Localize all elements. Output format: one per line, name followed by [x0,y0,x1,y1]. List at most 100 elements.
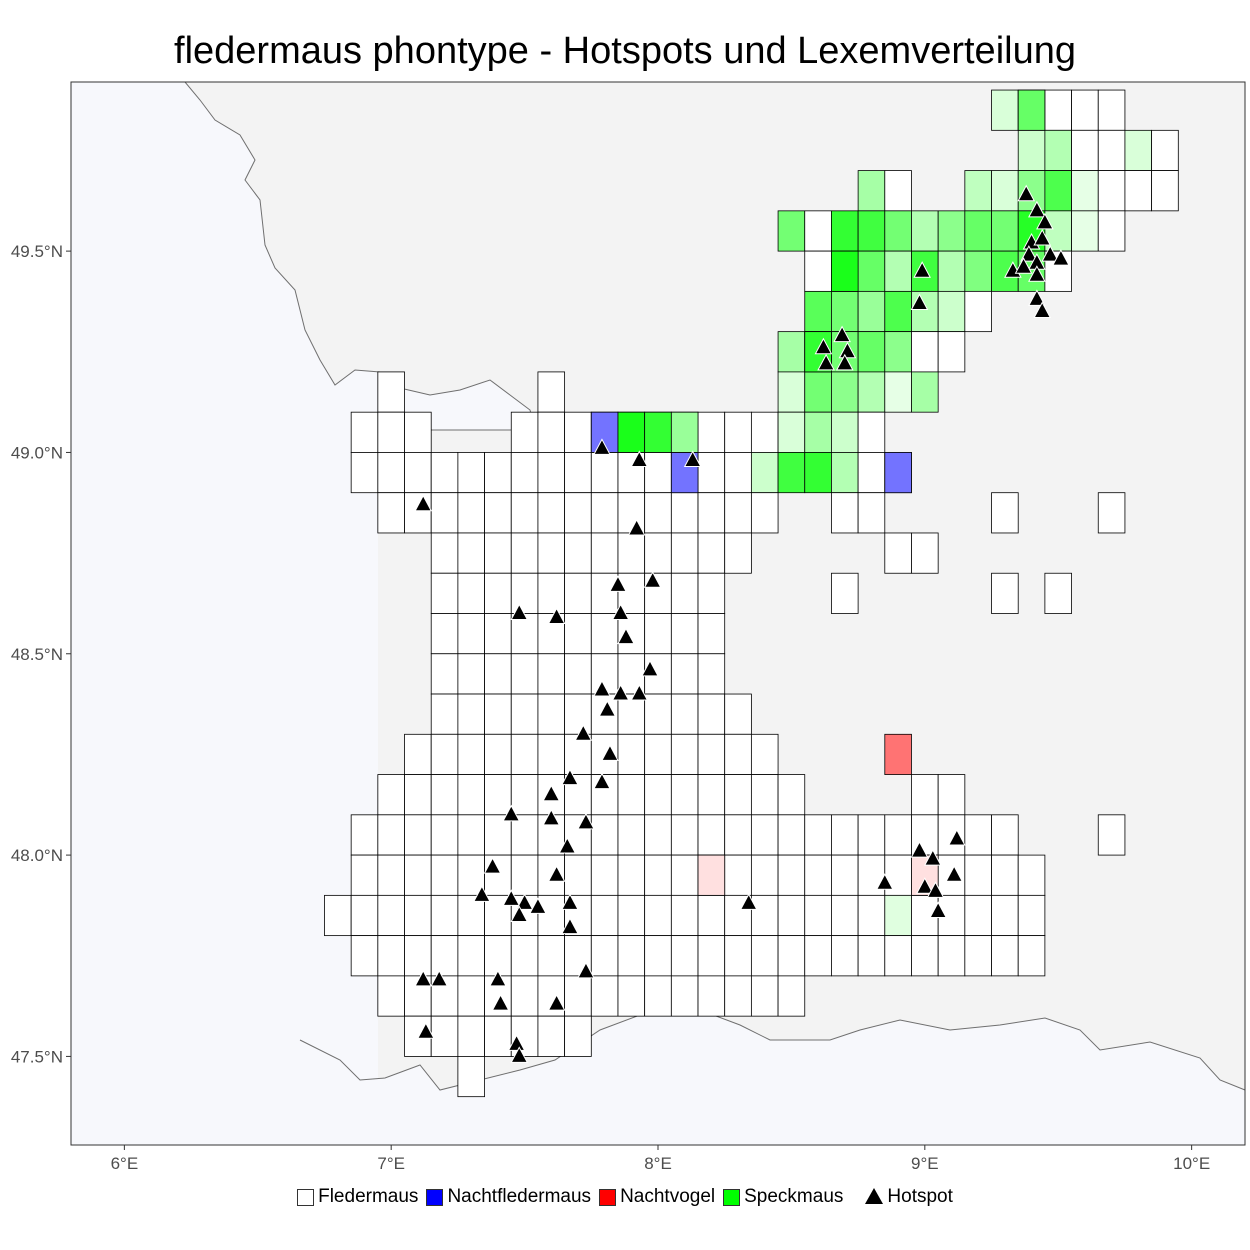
grid-cell [404,854,432,896]
grid-cell [457,613,485,655]
legend-label-nachtfledermaus: Nachtfledermaus [447,1186,592,1207]
grid-cell [804,452,832,494]
grid-cell [884,210,912,252]
grid-cell [644,733,672,775]
hotspot-marker [574,724,593,741]
grid-cell [777,411,806,453]
x-axis: 6°E 7°E 8°E 9°E 10°E [111,1145,1210,1173]
grid-cell [1017,129,1046,171]
grid-cell [1044,89,1072,131]
grid-cell [484,532,512,574]
grid-cell [750,733,779,775]
hotspot-marker [547,994,566,1011]
grid-cell [617,733,646,775]
grid-cell [857,411,886,453]
grid-cell [750,975,779,1017]
hotspot-marker [547,865,566,882]
hotspot-markers [414,184,1070,1063]
hotspot-marker [529,897,547,914]
grid-cell [991,814,1019,856]
grid-cell [644,854,672,896]
hotspot-marker [561,893,579,910]
grid-cell [617,774,646,816]
hotspot-marker [1014,257,1033,274]
grid-cell [564,572,592,614]
hotspot-marker [577,961,595,979]
legend-label-fledermaus: Fledermaus [318,1186,419,1207]
legend-item-fledermaus: Fledermaus [297,1186,418,1208]
grid-cell [457,572,485,614]
grid-cell [377,371,405,413]
hotspot-marker [1052,249,1070,266]
grid-cell [457,975,485,1017]
grid-cell-nachtvogel [884,733,912,775]
x-tick-label: 9°E [911,1154,939,1173]
grid-cell [430,572,459,614]
grid-cell [617,532,646,574]
grid-cell [831,814,859,856]
legend-key-fledermaus [297,1188,315,1206]
grid-cell [1124,129,1153,171]
grid-cell [964,935,992,977]
grid-cell [644,894,672,937]
hotspot-marker [915,877,934,894]
grid-cell [777,935,806,977]
hotspot-marker [910,293,929,310]
hotspot-marker [1028,200,1046,218]
grid-cell [777,774,806,816]
grid-cell [750,492,779,534]
grid-cell [484,733,512,775]
grid-cell [991,492,1019,534]
grid-cell-nachtfledermaus [884,452,912,494]
grid-cell [510,693,539,735]
grid-cell [644,613,672,655]
grid-cell [831,411,859,453]
grid-cell [670,653,699,695]
grid-cell [484,452,512,494]
grid-cell [804,210,832,252]
grid-cell [644,774,672,816]
grid-cell [911,290,939,333]
hotspot-marker [430,969,449,987]
hotspot-marker [489,969,507,987]
grid-cell-speckmaus [617,411,646,453]
grid-cell [430,814,459,856]
grid-cell [1071,170,1099,212]
hotspot-marker [817,353,835,371]
grid-cell [537,693,566,735]
grid-cell [1017,854,1046,896]
grid-cell [457,653,485,695]
grid-cell [457,774,485,816]
grid-cell [564,854,592,896]
grid-cell [750,774,779,816]
legend-key-nachtvogel [599,1188,617,1206]
grid-cell [724,814,752,856]
grid-cell [484,854,512,896]
grid-cell [564,975,592,1017]
grid-cell [697,693,726,735]
hotspot-marker [739,893,758,910]
grid-cell [484,935,512,977]
grid-cell [430,532,459,574]
grid-cell [1044,129,1072,171]
grid-cell [590,854,619,896]
grid-cell [1017,935,1046,977]
grid-cell [857,170,886,212]
grid-cell [457,1015,485,1057]
grid-cell [831,572,859,614]
grid-cell [670,733,699,775]
grid-cell [804,411,832,453]
legend-item-nachtvogel: Nachtvogel [599,1186,715,1208]
hotspot-marker [1028,289,1046,306]
grid-cell [1071,129,1099,171]
grid-cell [537,371,566,413]
grid-cell [964,290,992,333]
grid-cell [991,894,1019,937]
grid-cell [484,1015,512,1057]
hotspot-marker [923,849,942,866]
grid-cell [537,935,566,977]
grid-cell [457,492,485,534]
grid-cell-speckmaus [644,411,672,453]
country-border-south [299,1009,1246,1091]
